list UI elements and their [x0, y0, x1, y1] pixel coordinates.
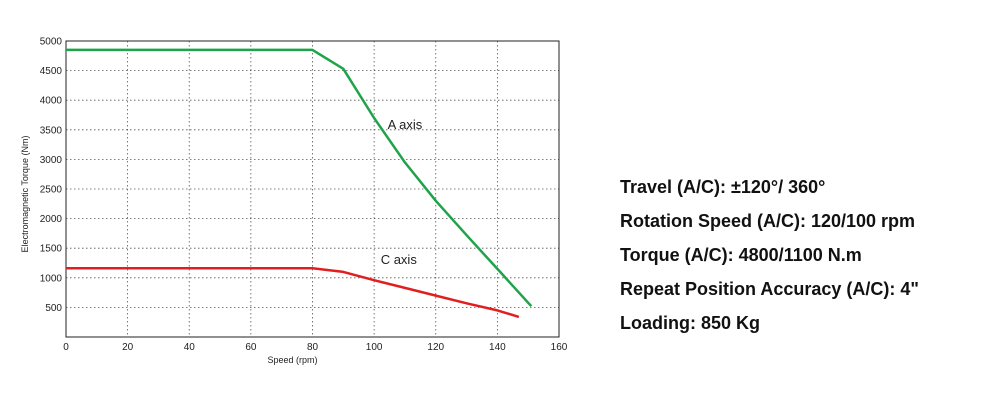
- x-axis-title: Speed (rpm): [267, 355, 317, 365]
- spec-repeat-accuracy: Repeat Position Accuracy (A/C): 4": [620, 279, 919, 299]
- x-tick-label: 80: [307, 342, 319, 353]
- y-tick-label: 500: [45, 303, 62, 314]
- x-tick-label: 20: [122, 342, 134, 353]
- torque-speed-chart: 0 20 40 60 80 100 120 140 160 500 1000 1500 2000 2500…: [20, 37, 568, 366]
- y-tick-label: 2500: [40, 185, 63, 196]
- series-line-c-axis: [66, 267, 520, 319]
- chart-svg: 0 20 40 60 80 100 120 140 160 500 1000 1500 2000 2500…: [20, 37, 568, 366]
- x-tick-label: 60: [245, 342, 257, 353]
- spec-loading: Loading: 850 Kg: [620, 313, 761, 333]
- spec-torque: Torque (A/C): 4800/1100 N.m: [620, 245, 862, 265]
- series-label-c-axis: C axis: [381, 252, 418, 267]
- x-tick-label: 160: [551, 342, 568, 353]
- y-tick-label: 4000: [40, 96, 63, 107]
- plot-frame: [65, 40, 560, 338]
- series-line-a-axis: [66, 48, 533, 308]
- series-label-a-axis: A axis: [388, 117, 423, 132]
- x-tick-label: 140: [489, 342, 506, 353]
- y-tick-label: 3000: [40, 155, 63, 166]
- y-tick-label: 2000: [40, 214, 63, 225]
- y-axis-title: Electromagnetic Torque (Nm): [20, 136, 30, 253]
- x-tick-label: 120: [427, 342, 444, 353]
- y-tick-label: 4500: [40, 66, 63, 77]
- y-tick-label: 3500: [40, 125, 63, 136]
- y-tick-label: 1000: [40, 273, 63, 284]
- spec-list: Travel (A/C): ±120°/ 360° Rotation Speed…: [620, 170, 919, 340]
- x-tick-label: 0: [63, 342, 69, 353]
- y-tick-label: 1500: [40, 244, 63, 255]
- spec-rotation-speed: Rotation Speed (A/C): 120/100 rpm: [620, 211, 916, 231]
- x-tick-label: 100: [366, 342, 383, 353]
- y-tick-label: 5000: [40, 37, 63, 48]
- spec-travel: Travel (A/C): ±120°/ 360°: [620, 177, 826, 197]
- x-tick-label: 40: [184, 342, 196, 353]
